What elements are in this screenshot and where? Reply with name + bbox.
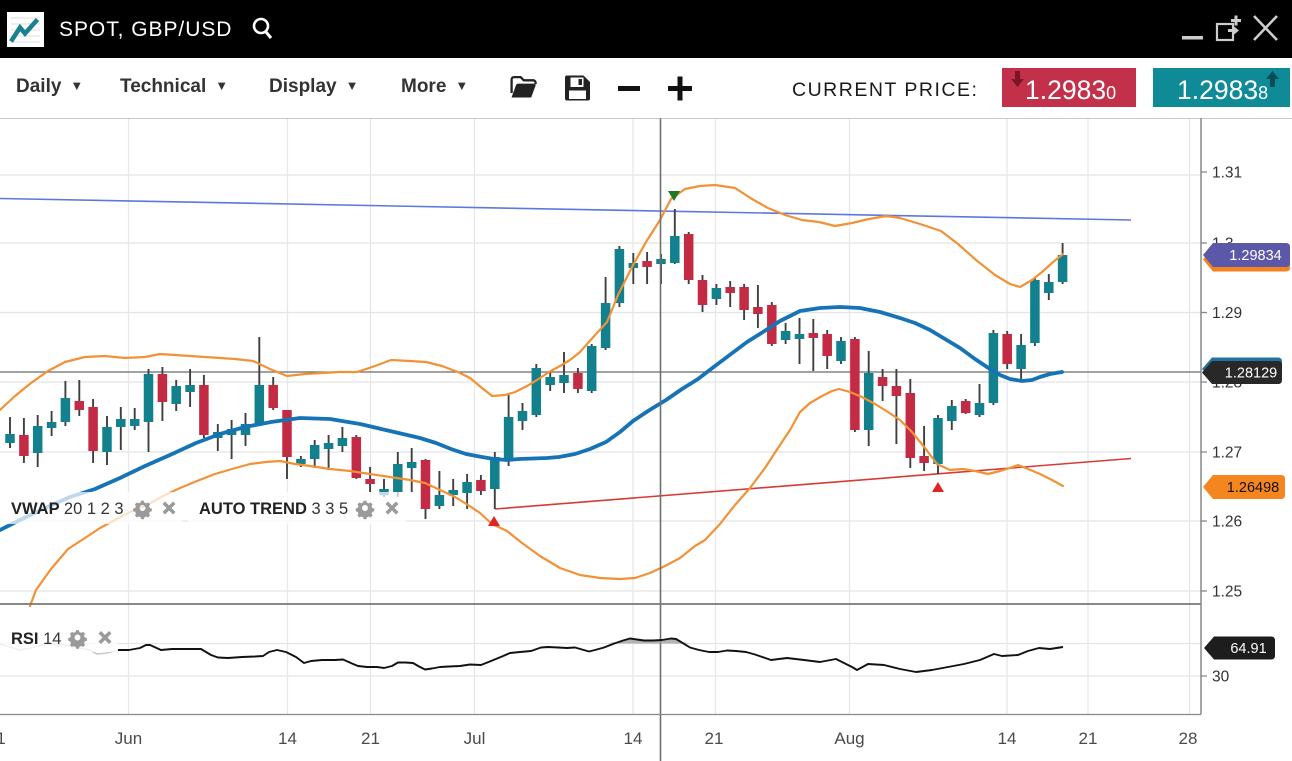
svg-text:1.29834: 1.29834 xyxy=(1229,248,1281,264)
svg-text:1.26498: 1.26498 xyxy=(1227,480,1279,496)
svg-text:AUTO TREND 3 3 5: AUTO TREND 3 3 5 xyxy=(199,500,348,518)
svg-text:1.31: 1.31 xyxy=(1212,165,1242,182)
svg-text:28: 28 xyxy=(1179,729,1198,748)
svg-text:Jul: Jul xyxy=(464,729,486,748)
svg-text:Aug: Aug xyxy=(834,729,864,748)
svg-text:14: 14 xyxy=(998,729,1017,748)
svg-text:14: 14 xyxy=(624,729,643,748)
svg-text:14: 14 xyxy=(278,729,297,748)
svg-text:1.29830: 1.29830 xyxy=(1025,75,1116,105)
svg-text:1.28129: 1.28129 xyxy=(1225,366,1277,382)
svg-text:21: 21 xyxy=(705,729,724,748)
svg-text:VWAP 20 1 2 3: VWAP 20 1 2 3 xyxy=(11,500,124,518)
svg-text:1.27: 1.27 xyxy=(1212,445,1242,462)
svg-text:1.25: 1.25 xyxy=(1212,584,1242,601)
svg-text:Jun: Jun xyxy=(115,729,142,748)
svg-text:1.26: 1.26 xyxy=(1212,514,1242,531)
svg-text:1: 1 xyxy=(0,729,6,748)
svg-text:21: 21 xyxy=(1079,729,1098,748)
svg-text:1.29: 1.29 xyxy=(1212,305,1242,322)
svg-text:64.91: 64.91 xyxy=(1230,641,1266,657)
svg-text:1.29838: 1.29838 xyxy=(1177,75,1268,105)
svg-text:30: 30 xyxy=(1212,669,1230,686)
svg-text:RSI 14: RSI 14 xyxy=(11,630,61,648)
svg-text:21: 21 xyxy=(361,729,380,748)
